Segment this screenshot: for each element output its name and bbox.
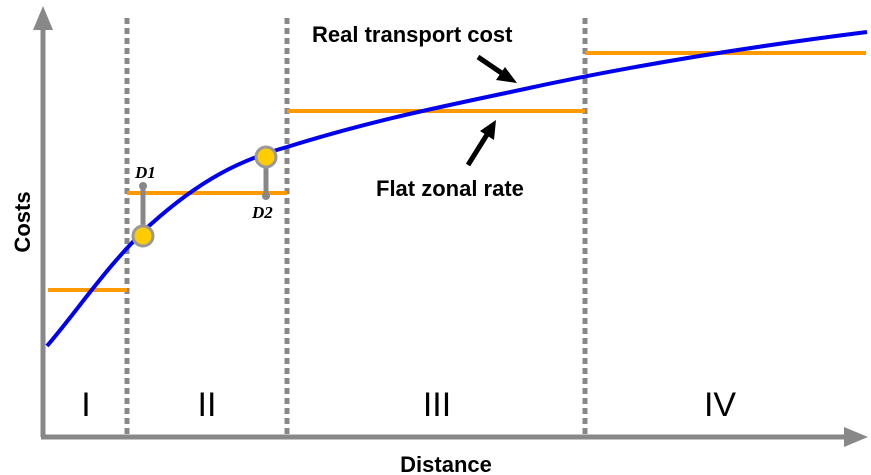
axes	[33, 6, 868, 447]
d2-marker	[254, 145, 278, 169]
x-axis-arrowhead	[844, 427, 868, 447]
x-axis-label: Distance	[400, 452, 492, 475]
zone-label-2: II	[198, 386, 217, 424]
d1-bottom-dot	[139, 182, 147, 190]
real-cost-arrowhead	[496, 67, 517, 83]
real-transport-cost-curve	[45, 30, 868, 348]
real-transport-cost-label: Real transport cost	[312, 22, 513, 47]
d2-bottom-dot	[262, 192, 270, 200]
y-axis-label: Costs	[10, 191, 35, 252]
flat-rate-arrow-line	[465, 131, 491, 167]
zone-labels: I II III IV	[81, 386, 736, 424]
d1-marker	[131, 224, 155, 248]
annotations: Real transport cost Flat zonal rate	[312, 22, 524, 201]
flat-rate-arrowhead	[480, 120, 496, 140]
real-cost-arrow-line	[476, 54, 505, 77]
zone-label-4: IV	[704, 386, 736, 424]
d2-label: D2	[251, 203, 273, 222]
flat-zonal-rate-label: Flat zonal rate	[376, 176, 524, 201]
flat-zonal-rates	[48, 51, 866, 292]
zone-label-1: I	[81, 386, 90, 424]
zone-label-3: III	[423, 386, 451, 424]
d1-label: D1	[134, 163, 156, 182]
d2-deviation: D2	[251, 145, 278, 222]
d1-deviation: D1	[131, 163, 156, 248]
y-axis-arrowhead	[33, 6, 53, 30]
zone-boundaries	[124, 18, 588, 435]
